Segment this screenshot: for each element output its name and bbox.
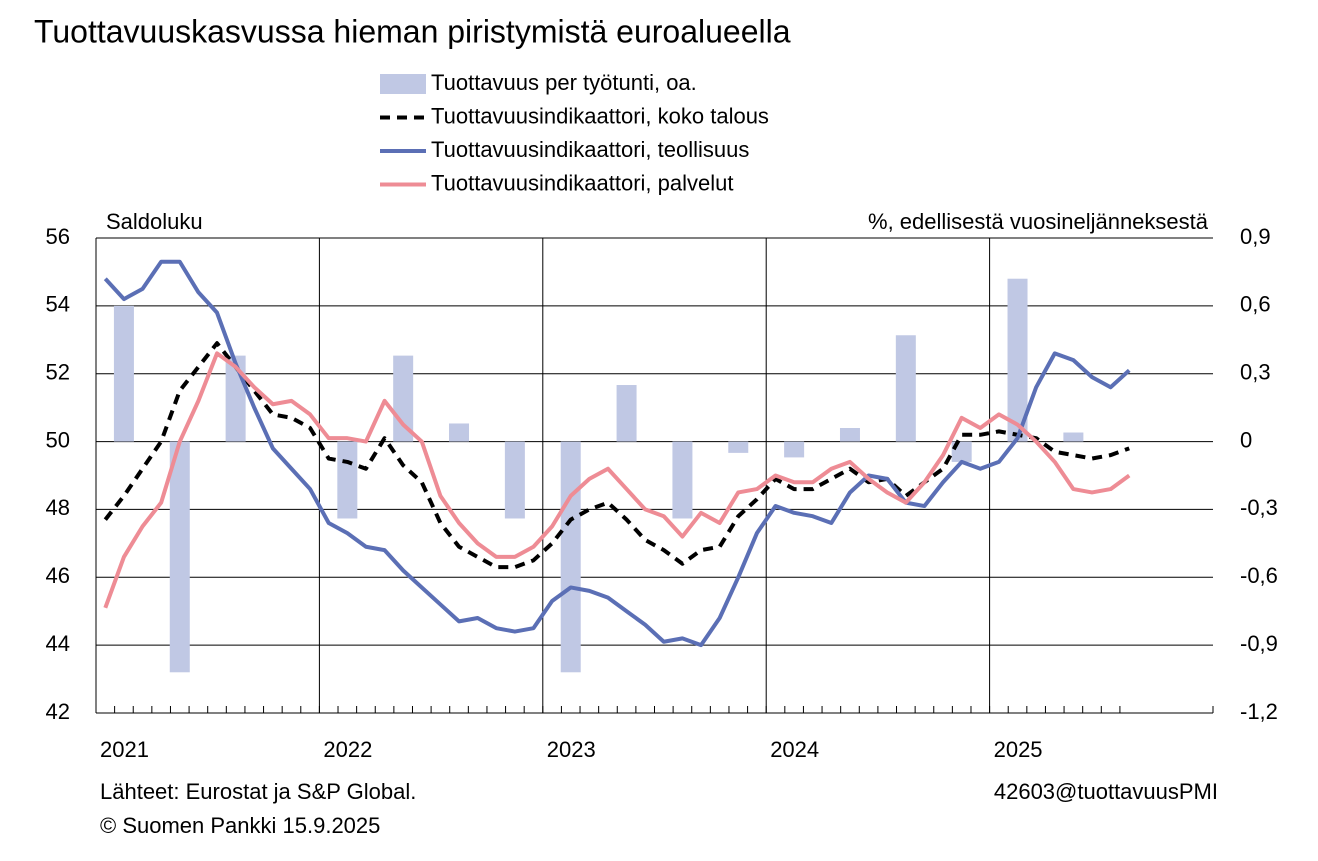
legend-label: Tuottavuusindikaattori, palvelut [431,170,733,195]
bar [784,441,805,458]
y-tick-label: 48 [46,495,70,520]
legend-label: Tuottavuus per työtunti, oa. [431,70,697,95]
bar [672,441,693,519]
bar [113,305,134,442]
bar [1007,278,1028,442]
x-tick-label: 2024 [770,737,819,762]
bar [560,441,581,673]
y-tick-label: 52 [46,360,70,385]
y2-tick-label: -1,2 [1240,699,1278,724]
legend-label: Tuottavuusindikaattori, koko talous [431,103,769,128]
x-tick-label: 2021 [100,737,149,762]
x-tick-label: 2022 [323,737,372,762]
y-tick-label: 42 [46,699,70,724]
y2-tick-label: -0,3 [1240,495,1278,520]
chart-id: 42603@tuottavuusPMI [994,779,1218,804]
bar [895,335,916,442]
y-tick-label: 54 [46,292,70,317]
bar [504,441,525,519]
y-axis-label: Saldoluku [106,209,203,234]
y-tick-label: 46 [46,563,70,588]
line [103,259,1131,648]
bar [839,428,860,442]
y2-tick-label: 0,9 [1240,224,1271,249]
bar [337,441,358,519]
y2-tick-label: -0,9 [1240,631,1278,656]
bar [169,441,190,673]
x-tick-label: 2023 [547,737,596,762]
source: Lähteet: Eurostat ja S&P Global. [100,779,416,804]
y2-tick-label: 0,3 [1240,360,1271,385]
y-tick-label: 50 [46,427,70,452]
y2-tick-label: 0,6 [1240,292,1271,317]
y-tick-label: 44 [46,631,70,656]
y-tick-label: 56 [46,224,70,249]
copyright: © Suomen Pankki 15.9.2025 [100,813,380,838]
bar [728,441,749,453]
legend-swatch [380,74,426,94]
y2-tick-label: 0 [1240,427,1252,452]
line [103,341,1130,570]
bar [1063,432,1084,442]
bar [616,385,637,442]
line [103,351,1131,609]
chart-title: Tuottavuuskasvussa hieman piristymistä e… [34,13,791,49]
x-tick-label: 2025 [994,737,1043,762]
legend-label: Tuottavuusindikaattori, teollisuus [431,137,749,162]
y2-tick-label: -0,6 [1240,563,1278,588]
y2-axis-label: %, edellisestä vuosineljänneksestä [868,209,1209,234]
bar [449,423,470,442]
